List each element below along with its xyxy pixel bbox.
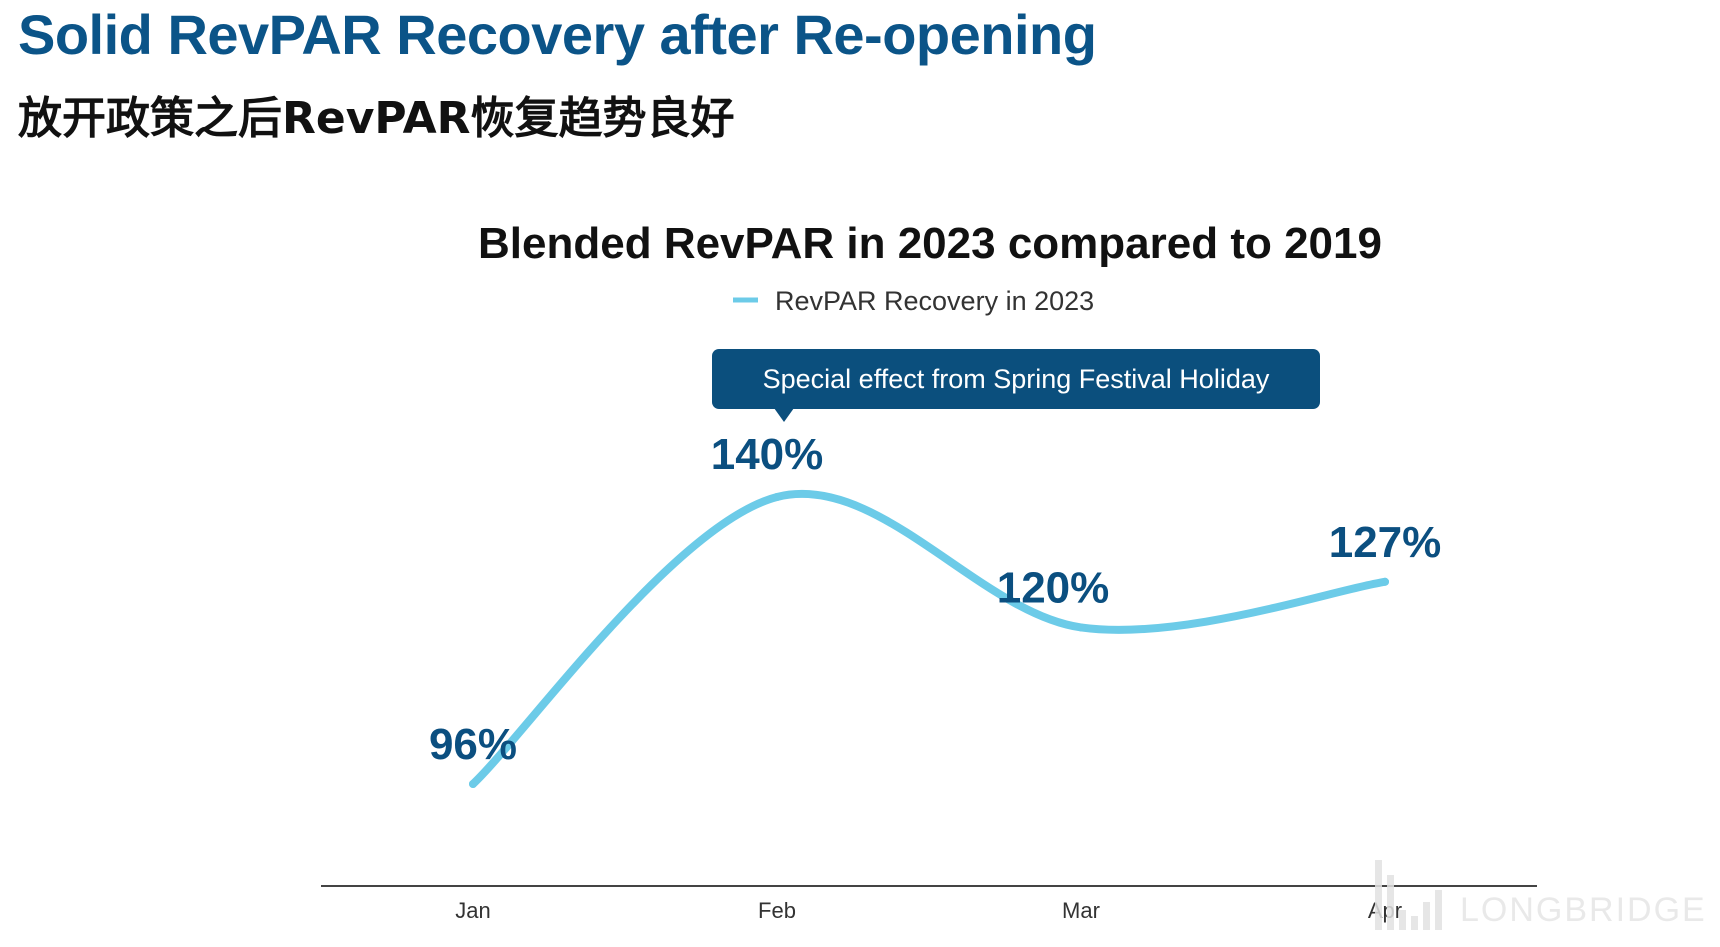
x-tick-jan: Jan [455,898,490,923]
data-label-apr: 127% [1329,518,1442,567]
slide-subtitle: 放开政策之后RevPAR恢复趋势良好 [18,93,735,144]
series-line-revpar [469,489,1389,788]
x-tick-mar: Mar [1062,898,1100,923]
chart-title: Blended RevPAR in 2023 compared to 2019 [478,219,1382,268]
data-label-mar: 120% [997,563,1110,612]
data-label-jan: 96% [429,720,517,769]
x-tick-feb: Feb [758,898,796,923]
annotation-box [712,349,1320,409]
data-label-feb: 140% [711,430,824,479]
watermark-logo-icon [1375,860,1442,930]
legend-label: RevPAR Recovery in 2023 [775,286,1094,316]
annotation-pointer [774,408,794,422]
data-point-feb [773,493,781,501]
legend: RevPAR Recovery in 2023 [733,286,1094,316]
watermark: LONGBRIDGE [1375,860,1707,930]
slide-title: Solid RevPAR Recovery after Re-opening [18,3,1097,66]
watermark-text: LONGBRIDGE [1460,891,1707,929]
data-point-jan [469,780,477,788]
data-point-apr [1381,577,1389,586]
annotation-text: Special effect from Spring Festival Holi… [763,364,1270,394]
data-point-mar [1077,623,1085,632]
annotation-callout: Special effect from Spring Festival Holi… [712,349,1320,422]
x-tick-apr: Apr [1368,898,1402,923]
